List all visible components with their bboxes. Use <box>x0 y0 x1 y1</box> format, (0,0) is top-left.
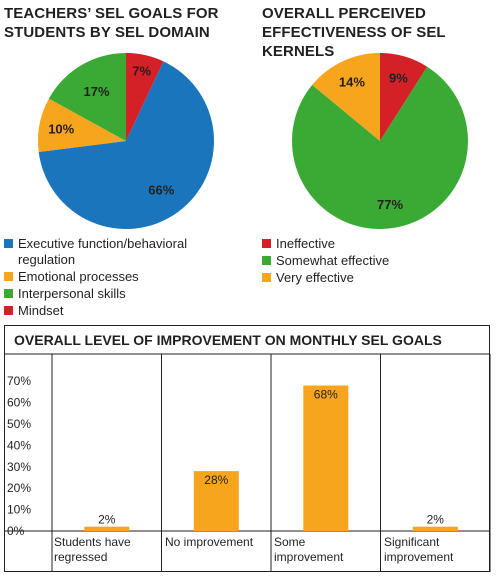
pie-slice-executive-function-behavioral-regulation <box>38 61 214 230</box>
legend-label: Somewhat effective <box>276 253 390 268</box>
pie-chart-right-title: OVERALL PERCEIVED EFFECTIVENESS OF SEL K… <box>262 5 446 60</box>
legend-label: Very effective <box>276 270 354 285</box>
legend-item-somewhat-effective: Somewhat effective <box>262 253 462 269</box>
pie-label-interpersonal-skills: 17% <box>83 84 109 99</box>
pie-label-somewhat-effective: 77% <box>377 197 403 212</box>
pie-slice-mindset <box>126 53 164 141</box>
goals-pie-chart: 7% 66% 10% 17% <box>37 53 214 230</box>
legend-item-very-effective: Very effective <box>262 270 462 286</box>
legend-swatch <box>262 239 271 248</box>
pie-chart-left-title: TEACHERS’ SEL GOALS FOR STUDENTS BY SEL … <box>4 5 219 41</box>
legend-item-ineffective: Ineffective <box>262 236 462 252</box>
legend-swatch <box>4 289 13 298</box>
legend-item-interpersonal-skills: Interpersonal skills <box>4 286 244 302</box>
pie-label-very-effective: 14% <box>339 74 365 89</box>
pie-slice-emotional-processes <box>37 98 126 153</box>
effectiveness-pie-chart: 9% 77% 14% <box>291 53 468 230</box>
legend-label: Mindset <box>18 303 64 318</box>
pie-label-ineffective: 9% <box>389 71 408 86</box>
legend-swatch <box>4 239 13 248</box>
pie-slice-somewhat-effective <box>291 66 468 230</box>
pie-slice-ineffective <box>380 53 428 141</box>
pie-label-emotional-processes: 10% <box>48 122 74 137</box>
pie-slice-interpersonal-skills <box>48 53 126 141</box>
category-label-regressed: Students have regressed <box>54 535 131 564</box>
legend-label: Interpersonal skills <box>18 286 126 301</box>
goals-pie-legend: Executive function/behavioral regulation… <box>4 236 244 320</box>
legend-swatch <box>4 272 13 281</box>
legend-label: Executive function/behavioral regulation <box>18 236 188 267</box>
legend-item-mindset: Mindset <box>4 303 244 319</box>
improvement-chart-title: OVERALL LEVEL OF IMPROVEMENT ON MONTHLY … <box>14 332 442 348</box>
legend-swatch <box>4 306 13 315</box>
legend-swatch <box>262 256 271 265</box>
effectiveness-pie-legend: Ineffective Somewhat effective Very effect… <box>262 236 462 287</box>
legend-item-executive-function-behavioral-regulation: Executive function/behavioral regulation <box>4 236 244 268</box>
pie-label-mindset: 7% <box>132 64 151 79</box>
category-label-some-improvement: Some improvement <box>274 535 344 564</box>
pie-slice-very-effective <box>312 53 380 141</box>
category-label-no-improvement: No improvement <box>165 535 254 549</box>
legend-item-emotional-processes: Emotional processes <box>4 269 244 285</box>
legend-label: Ineffective <box>276 236 336 251</box>
legend-swatch <box>262 273 271 282</box>
category-label-significant-improvement: Significant improvement <box>384 535 454 564</box>
legend-label: Emotional processes <box>18 269 139 284</box>
pie-label-executive-function-behavioral-regulation: 66% <box>148 183 174 198</box>
